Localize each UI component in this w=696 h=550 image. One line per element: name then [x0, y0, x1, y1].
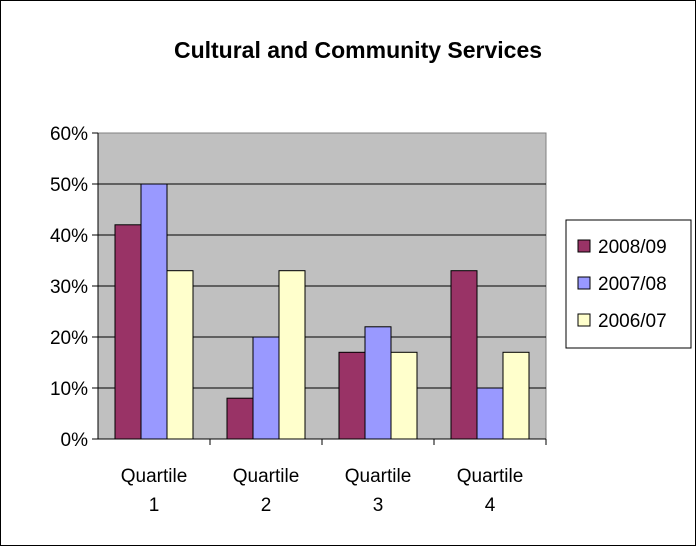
bar-2008-09-q2	[226, 397, 254, 440]
x-tick-label: Quartile	[457, 466, 524, 487]
y-tick-label: 0%	[61, 430, 89, 451]
axes: 0% 10% 20% 30% 40% 50% 60% Quartile 1 Quartile 2 Qu…	[50, 124, 547, 516]
x-tick-label: 3	[373, 495, 384, 516]
legend-swatch	[577, 239, 591, 253]
bar-2006-07-q4	[502, 351, 530, 440]
y-tick-label: 20%	[50, 328, 88, 349]
bars	[114, 183, 530, 440]
x-tick-label: Quartile	[345, 466, 412, 487]
y-tick-label: 60%	[50, 124, 88, 145]
bar-2007-08-q2	[252, 336, 280, 440]
bar-2006-07-q1	[166, 270, 194, 440]
chart-title: Cultural and Community Services	[174, 37, 542, 63]
bar-2008-09-q3	[338, 351, 366, 440]
x-tick-label: 2	[261, 495, 272, 516]
bar-2008-09-q4	[450, 270, 478, 440]
bar-2007-08-q1	[140, 183, 168, 440]
bar-2006-07-q3	[390, 351, 418, 440]
legend-swatch	[577, 313, 591, 327]
bar-2007-08-q4	[476, 387, 504, 440]
legend-label: 2006/07	[598, 311, 667, 332]
y-tick-label: 10%	[50, 379, 88, 400]
legend-swatch	[577, 276, 591, 290]
y-tick-label: 30%	[50, 277, 88, 298]
x-tick-label: 4	[485, 495, 496, 516]
x-tick-label: Quartile	[121, 466, 188, 487]
legend-label: 2008/09	[598, 237, 667, 258]
bar-2008-09-q1	[114, 224, 142, 440]
bar-2006-07-q2	[278, 270, 306, 440]
y-tick-label: 40%	[50, 226, 88, 247]
x-tick-label: 1	[149, 495, 160, 516]
legend-label: 2007/08	[598, 274, 667, 295]
legend: 2008/09 2007/08 2006/07	[565, 219, 692, 349]
bar-2007-08-q3	[364, 326, 392, 440]
y-tick-label: 50%	[50, 175, 88, 196]
x-tick-label: Quartile	[233, 466, 300, 487]
